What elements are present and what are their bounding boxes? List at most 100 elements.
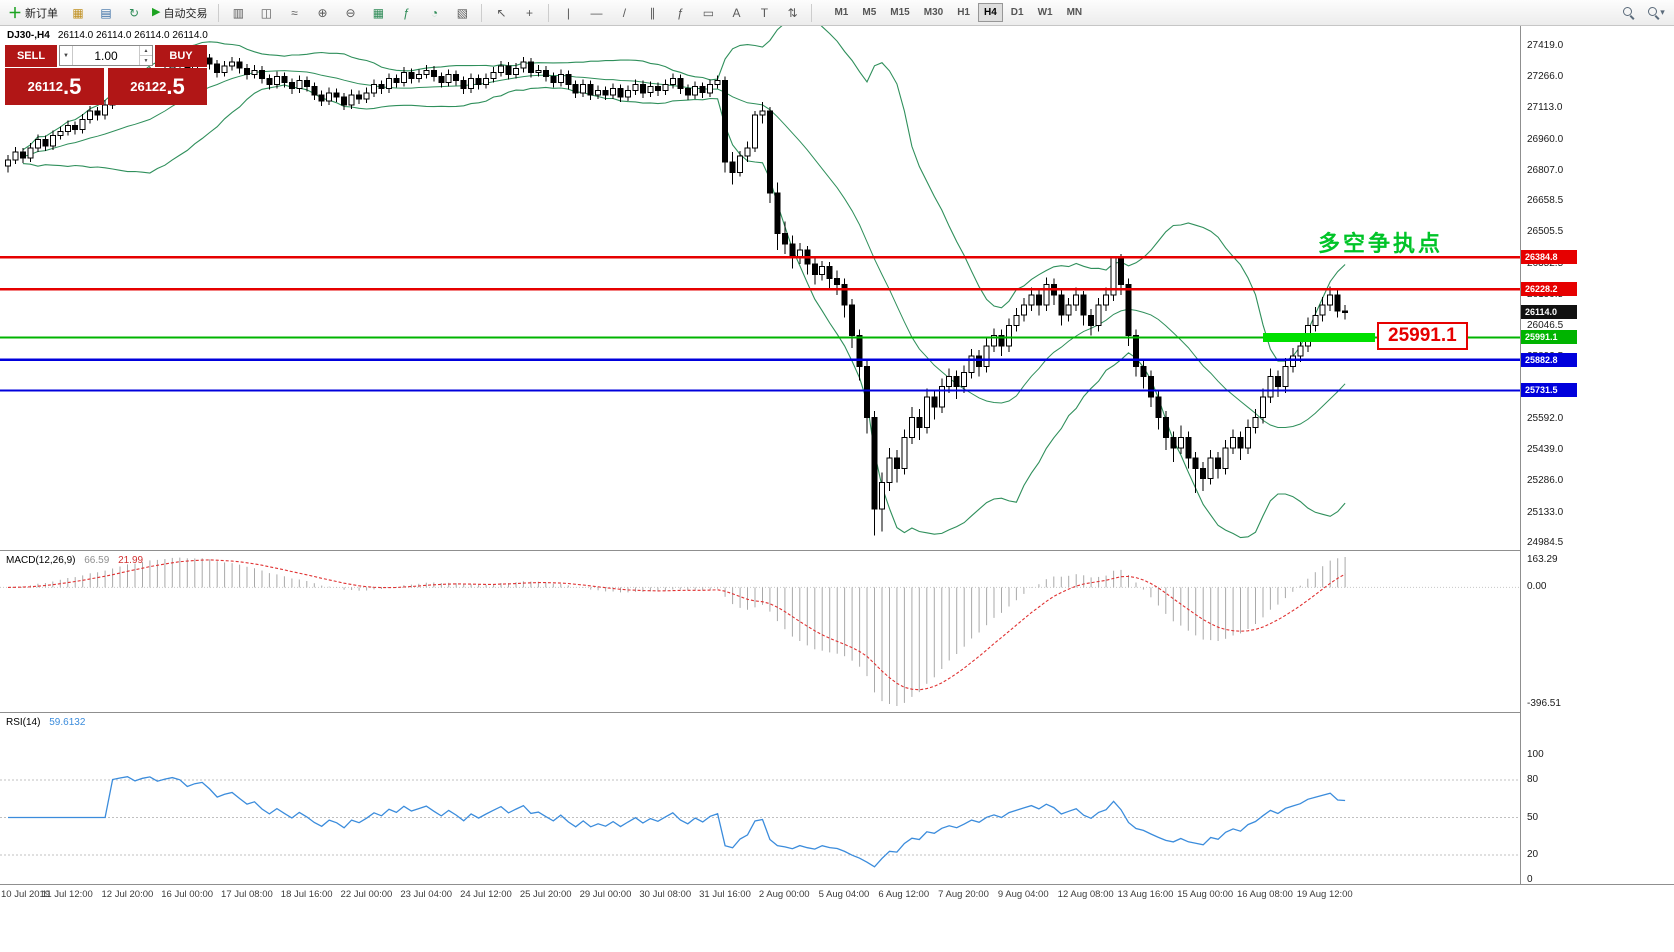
panel-divider[interactable] xyxy=(0,712,1674,713)
time-axis-label: 18 Jul 16:00 xyxy=(280,889,333,900)
cursor-button[interactable]: ↖ xyxy=(496,5,507,20)
bull-bear-annotation: 多空争执点 xyxy=(1318,231,1444,256)
time-axis-label: 15 Aug 00:00 xyxy=(1177,889,1234,900)
horizontal-line-button[interactable]: — xyxy=(590,5,603,20)
sell-price-button[interactable]: 26112.5 xyxy=(5,68,104,105)
price-axis-label: 26807.0 xyxy=(1527,164,1564,176)
timeframe-h1-button[interactable]: H1 xyxy=(957,7,970,18)
timeframe-m30-button[interactable]: M30 xyxy=(923,7,944,18)
refresh-icon[interactable]: ↻ xyxy=(128,5,140,20)
arrows-button[interactable]: ⇅ xyxy=(787,5,798,20)
zoom-out-button[interactable]: ⊖ xyxy=(345,5,356,20)
crosshair-button[interactable]: + xyxy=(525,5,533,20)
quick-search-icon[interactable]: ▾ xyxy=(1643,2,1669,24)
ohlc-values: 26114.0 26114.0 26114.0 26114.0 xyxy=(57,30,208,41)
volume-field[interactable]: ▼ 1.00 ▲ ▼ xyxy=(59,45,153,66)
macd-header: MACD(12,26,9) 66.59 21.99 xyxy=(6,555,143,566)
time-axis-label: 22 Jul 00:00 xyxy=(340,889,393,900)
time-axis-label: 13 Aug 16:00 xyxy=(1117,889,1174,900)
macd-indicator-panel[interactable] xyxy=(0,551,1520,712)
timeframe-d1-button[interactable]: D1 xyxy=(1010,7,1024,18)
toolbar-separator xyxy=(481,3,483,22)
trendline-button[interactable]: / xyxy=(622,5,627,20)
indicators-button[interactable]: ƒ xyxy=(403,5,410,20)
price-axis[interactable]: 27419.0 27266.0 27113.0 26960.0 26807.0 26658… xyxy=(1520,26,1674,885)
shapes-button[interactable]: ▭ xyxy=(702,5,715,20)
volume-up-icon[interactable]: ▲ xyxy=(140,46,152,56)
candlestick-chart-button[interactable]: ◫ xyxy=(260,5,273,20)
time-axis-label: 10 Jul 2019 xyxy=(1,889,51,900)
time-axis-label: 23 Jul 04:00 xyxy=(400,889,453,900)
zoom-in-button[interactable]: ⊕ xyxy=(317,5,328,20)
timeframe-m15-button[interactable]: M15 xyxy=(890,7,910,18)
autotrading-play-icon: ▶ xyxy=(152,6,161,18)
volume-dropdown-icon[interactable]: ▼ xyxy=(60,46,73,65)
price-axis-label: 25439.0 xyxy=(1527,444,1564,456)
text-button[interactable]: A xyxy=(732,5,741,20)
price-line-tag: 25731.5 xyxy=(1521,383,1577,398)
price-axis-label: 27266.0 xyxy=(1527,71,1564,83)
volume-stepper[interactable]: ▲ ▼ xyxy=(139,46,152,65)
templates-button[interactable]: ▧ xyxy=(456,5,469,20)
rsi-title: RSI(14) xyxy=(6,717,41,728)
price-axis-label: 24984.5 xyxy=(1527,536,1564,548)
toolbar-separator xyxy=(548,3,550,22)
sell-price-main: 26112 xyxy=(27,79,64,94)
new-order-button[interactable]: ＋ 新订单 xyxy=(5,2,63,24)
price-axis-label: 27113.0 xyxy=(1527,102,1563,114)
timeframe-w1-button[interactable]: W1 xyxy=(1037,7,1053,18)
macd-main-value: 66.59 xyxy=(84,555,110,566)
time-axis-label: 25 Jul 20:00 xyxy=(519,889,572,900)
toolbar-separator xyxy=(811,3,813,22)
search-icon[interactable] xyxy=(1615,2,1641,24)
price-line-tag: 25991.1 xyxy=(1521,330,1577,345)
main-price-chart[interactable] xyxy=(0,26,1520,550)
time-axis-label: 12 Jul 20:00 xyxy=(101,889,154,900)
timeframe-group: M1 M5 M15 M30 H1 H4 D1 W1 MN xyxy=(827,3,1089,22)
line-chart-button[interactable]: ≈ xyxy=(291,5,298,20)
timeframe-h4-button[interactable]: H4 xyxy=(977,3,1003,22)
tile-windows-button[interactable]: ▦ xyxy=(372,5,385,20)
price-axis-label: 26046.5 xyxy=(1527,320,1564,332)
market-watch-icon[interactable]: ▤ xyxy=(100,5,112,20)
fibonacci-button[interactable]: ƒ xyxy=(677,5,684,20)
time-axis[interactable]: 10 Jul 2019 11 Jul 12:00 12 Jul 20:00 16 Ju… xyxy=(0,885,1674,907)
text-label-button[interactable]: T xyxy=(760,5,769,20)
price-axis-label: 27419.0 xyxy=(1527,40,1564,51)
volume-value[interactable]: 1.00 xyxy=(94,48,118,63)
timeframe-mn-button[interactable]: MN xyxy=(1066,7,1083,18)
buy-price-main: 26122 xyxy=(130,79,167,94)
channel-button[interactable]: ∥ xyxy=(649,5,656,20)
time-axis-label: 31 Jul 16:00 xyxy=(699,889,751,900)
buy-price-button[interactable]: 26122.5 xyxy=(108,68,207,105)
rsi-axis-label: 80 xyxy=(1527,774,1539,785)
sell-button[interactable]: SELL xyxy=(5,45,57,67)
time-axis-label: 16 Jul 00:00 xyxy=(161,889,214,900)
chart-ohlc-header: DJ30-,H4 26114.0 26114.0 26114.0 26114.0 xyxy=(7,30,208,41)
panel-divider[interactable] xyxy=(0,550,1674,551)
price-callout-box: 25991.1 xyxy=(1377,322,1468,350)
current-price-tag: 26114.0 xyxy=(1521,305,1577,320)
price-axis-label: 25286.0 xyxy=(1527,475,1564,487)
timeframe-m5-button[interactable]: M5 xyxy=(862,7,877,18)
chart-window: DJ30-,H4 26114.0 26114.0 26114.0 26114.0 … xyxy=(0,26,1674,885)
charts-grid-icon[interactable]: ▦ xyxy=(72,5,84,20)
macd-axis-max-label: 163.29 xyxy=(1527,554,1558,565)
time-axis-label: 9 Aug 04:00 xyxy=(997,889,1049,900)
periods-button[interactable]: ◔ xyxy=(430,5,439,20)
buy-button[interactable]: BUY xyxy=(155,45,207,67)
time-axis-label: 12 Aug 08:00 xyxy=(1057,889,1114,900)
main-toolbar: ＋ 新订单 ▦ ▤ ↻ ▶ 自动交易 ▥ ◫ ≈ ⊕ ⊖ ▦ ƒ ◔ ▧ ↖ + | — / ∥ ƒ ▭ A T ⇅ … xyxy=(0,0,1674,26)
volume-down-icon[interactable]: ▼ xyxy=(143,57,149,64)
macd-title: MACD(12,26,9) xyxy=(6,555,76,566)
timeframe-m1-button[interactable]: M1 xyxy=(834,7,849,18)
autotrading-button[interactable]: ▶ 自动交易 xyxy=(149,2,212,24)
rsi-indicator-panel[interactable] xyxy=(0,713,1520,884)
bar-chart-button[interactable]: ▥ xyxy=(232,5,245,20)
price-axis-label: 26960.0 xyxy=(1527,133,1564,145)
macd-axis-zero-label: 0.00 xyxy=(1527,581,1547,593)
vertical-line-button[interactable]: | xyxy=(566,5,571,20)
new-order-label: 新订单 xyxy=(25,7,58,20)
price-line-tag: 26384.8 xyxy=(1521,250,1577,265)
